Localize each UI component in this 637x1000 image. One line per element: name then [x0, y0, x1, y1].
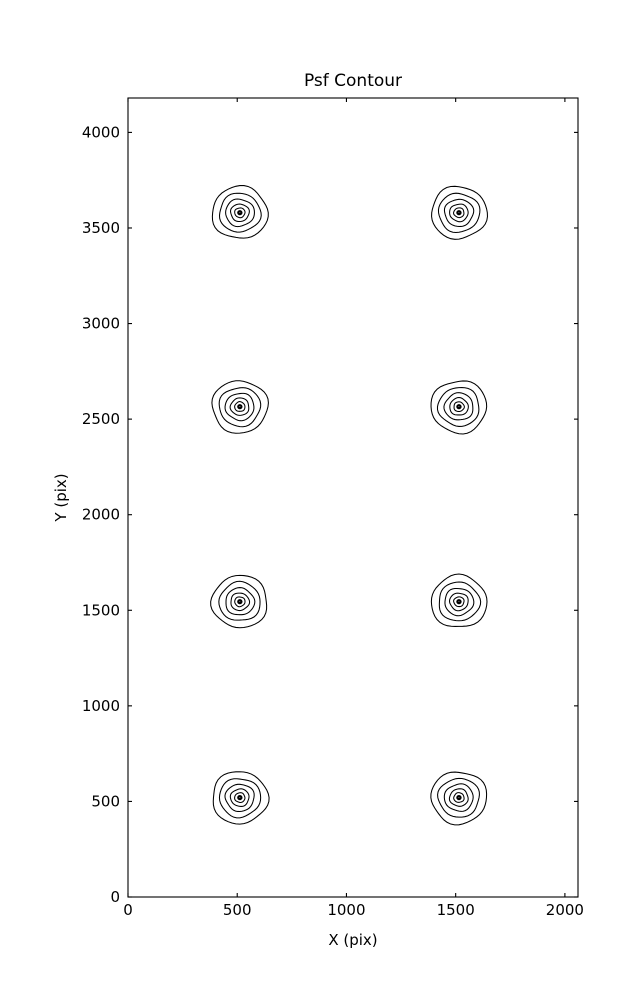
- y-axis-label: Y (pix): [52, 473, 70, 522]
- contour-level-2: [443, 392, 474, 421]
- contour-level-2: [224, 783, 255, 813]
- contour-level-0: [431, 185, 488, 240]
- y-tick-label: 1000: [82, 697, 120, 715]
- contour-level-4: [453, 596, 465, 608]
- y-tick-label: 1500: [82, 601, 120, 619]
- contour-level-5: [456, 210, 462, 216]
- y-tick-label: 0: [110, 888, 120, 906]
- x-tick-label: 1000: [327, 901, 365, 919]
- psf-contour-blob: [212, 771, 270, 825]
- contour-level-1: [218, 580, 261, 621]
- contour-level-5: [456, 404, 462, 410]
- contour-level-5: [456, 795, 462, 801]
- contour-level-4: [234, 207, 246, 219]
- contour-level-3: [449, 203, 469, 223]
- contour-level-4: [453, 401, 465, 413]
- x-tick-label: 1500: [437, 901, 475, 919]
- psf-contour-blob: [211, 380, 269, 434]
- psf-contour-blob: [211, 185, 269, 239]
- contour-level-5: [456, 599, 462, 605]
- contour-level-5: [237, 795, 243, 801]
- y-tick-label: 500: [91, 792, 120, 810]
- contour-level-3: [229, 788, 250, 807]
- contour-level-2: [443, 198, 475, 228]
- contour-level-1: [218, 778, 262, 819]
- contour-level-3: [449, 592, 469, 612]
- contour-level-3: [449, 396, 469, 416]
- chart-title: Psf Contour: [304, 71, 402, 91]
- contour-level-3: [448, 788, 469, 807]
- contour-level-0: [210, 574, 268, 629]
- contour-level-1: [438, 581, 482, 622]
- contour-level-3: [229, 397, 250, 416]
- contour-level-1: [436, 387, 480, 427]
- contour-level-0: [211, 380, 269, 434]
- contour-level-4: [453, 792, 465, 803]
- psf-contour-blob: [430, 573, 488, 627]
- contour-level-4: [453, 207, 465, 219]
- contour-level-2: [225, 198, 255, 228]
- contour-level-0: [211, 185, 269, 239]
- contour-level-5: [237, 404, 243, 410]
- contour-level-0: [430, 573, 488, 627]
- contour-level-1: [437, 192, 481, 234]
- contour-level-3: [230, 592, 251, 612]
- axes-frame: [127, 97, 579, 898]
- x-tick-label: 0: [123, 901, 133, 919]
- y-tick-label: 2500: [82, 410, 120, 428]
- x-axis-label: X (pix): [328, 931, 377, 949]
- contour-level-2: [444, 587, 475, 617]
- psf-contour-blob: [210, 574, 268, 629]
- contour-level-4: [234, 401, 246, 412]
- psf-contour-blob: [430, 771, 488, 826]
- x-tick-label: 2000: [546, 901, 584, 919]
- y-tick-label: 3000: [82, 315, 120, 333]
- contour-level-3: [229, 203, 250, 223]
- contour-level-4: [234, 792, 246, 804]
- contour-level-1: [218, 192, 262, 233]
- contour-level-2: [224, 392, 255, 422]
- y-tick-label: 4000: [82, 123, 120, 141]
- contour-level-1: [218, 387, 262, 428]
- y-tick-label: 3500: [82, 219, 120, 237]
- contour-level-4: [234, 596, 246, 608]
- contour-level-1: [437, 777, 480, 818]
- psf-contour-blob: [431, 185, 488, 240]
- contour-level-0: [430, 771, 488, 826]
- psf-contour-blob: [430, 380, 488, 435]
- contour-level-2: [225, 587, 256, 616]
- contour-level-0: [430, 380, 488, 435]
- contour-level-5: [237, 599, 243, 605]
- contour-level-0: [212, 771, 270, 825]
- x-tick-label: 500: [223, 901, 252, 919]
- contour-level-2: [443, 783, 474, 812]
- y-tick-label: 2000: [82, 506, 120, 524]
- contour-level-5: [237, 210, 243, 216]
